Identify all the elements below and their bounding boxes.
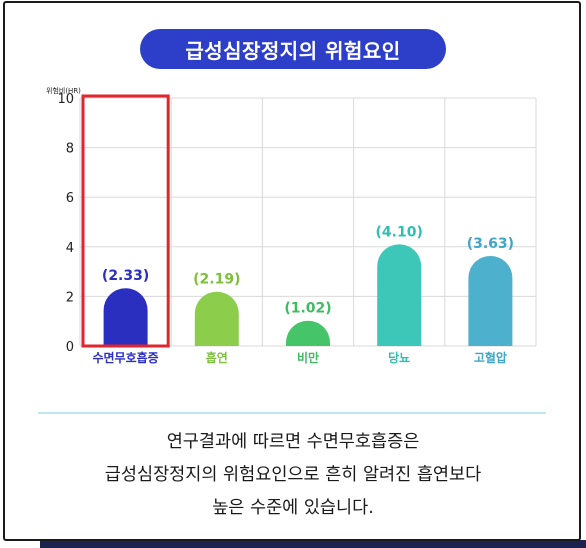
chart-title: 급성심장정지의 위험요인 [140, 29, 446, 69]
caption: 연구결과에 따르면 수면무호흡증은 급성심장정지의 위험요인으로 흔히 알려진 … [20, 426, 566, 525]
bar [468, 255, 513, 346]
category-label: 수면무호흡증 [92, 350, 158, 365]
y-tick-label: 8 [66, 142, 74, 157]
data-label: (4.10) [376, 224, 423, 240]
y-tick-label: 6 [66, 191, 74, 206]
card-shadow [40, 540, 586, 548]
caption-line-2: 급성심장정지의 위험요인으로 흔히 알려진 흡연보다 [104, 465, 482, 485]
chart-grid [79, 97, 537, 347]
bar [194, 291, 239, 346]
bar [377, 244, 422, 346]
y-tick-label: 10 [57, 92, 74, 107]
highlight-box [81, 94, 170, 348]
caption-line-1: 연구결과에 따르면 수면무호흡증은 [166, 432, 420, 452]
category-label: 흡연 [206, 350, 228, 365]
divider [38, 412, 546, 414]
bar [286, 320, 330, 346]
data-label: (2.33) [102, 268, 149, 284]
bar [103, 288, 148, 346]
caption-line-3: 높은 수준에 있습니다. [212, 498, 374, 518]
y-tick-label: 0 [66, 340, 74, 355]
y-tick-label: 4 [66, 241, 74, 256]
category-label: 비만 [297, 350, 319, 365]
category-label: 당뇨 [388, 350, 410, 365]
y-axis-label: 위험비(HR) [46, 86, 81, 95]
data-label: (3.63) [467, 236, 514, 252]
category-label: 고혈압 [474, 350, 507, 365]
data-label: (1.02) [284, 301, 331, 317]
chart-bars [103, 244, 513, 346]
y-tick-label: 2 [66, 290, 74, 305]
data-label: (2.19) [193, 272, 240, 288]
